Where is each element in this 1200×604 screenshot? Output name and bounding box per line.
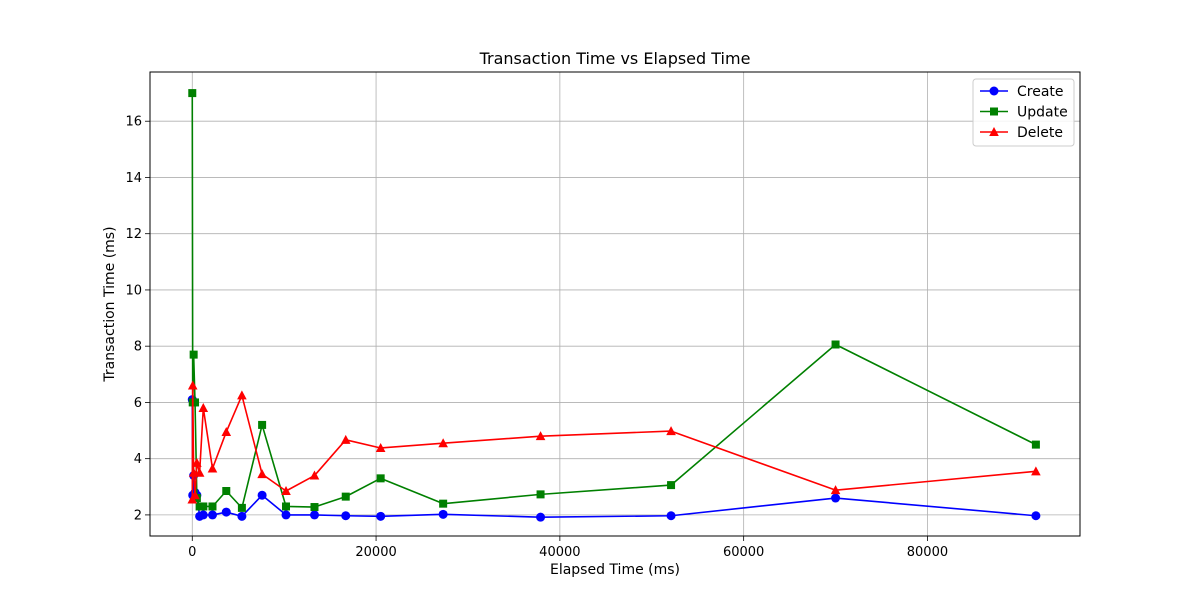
data-point-create [1031,511,1041,521]
chart-title: Transaction Time vs Elapsed Time [479,49,751,68]
data-point-create [438,509,448,519]
data-point-update [310,503,319,512]
y-tick-label: 10 [125,283,142,298]
data-point-delete [535,431,546,441]
data-point-delete [187,380,198,390]
legend-label-delete: Delete [1017,125,1063,141]
data-point-update [222,487,231,496]
series-update [188,89,1040,512]
legend-entry-update: Update [980,105,1068,121]
data-point-create [257,490,267,500]
legend-label-create: Create [1017,84,1064,100]
data-point-delete [194,467,205,477]
series-delete [187,380,1041,504]
legend-entry-create: Create [980,84,1064,100]
legend-marker-delete [989,127,999,136]
grid-lines [150,72,1080,536]
data-point-create [221,507,231,517]
data-point-update [189,350,198,359]
axis-ticks: 0 20000 40000 60000 80000 2 4 6 8 10 12 14 16 [125,115,948,560]
y-tick-label: 12 [125,227,142,242]
data-point-create [309,510,319,520]
data-point-update [341,492,350,501]
data-point-create [207,510,217,520]
y-tick-label: 4 [134,452,142,467]
y-tick-label: 14 [125,171,142,186]
data-point-update [1031,440,1040,449]
data-point-create [198,510,208,520]
data-point-delete [207,463,218,473]
series-line-delete [191,384,1036,500]
legend-items: Create Update Delete [980,84,1068,141]
x-tick-label: 0 [188,545,196,560]
legend-marker-update [990,107,998,116]
data-point-delete [309,470,320,480]
data-point-update [188,89,197,98]
legend: Create Update Delete [972,78,1075,147]
x-tick-label: 40000 [539,545,580,560]
data-point-create [666,511,676,521]
data-point-delete [257,469,267,479]
x-tick-label: 20000 [355,545,396,560]
data-point-update [667,481,676,490]
y-tick-label: 16 [125,115,142,130]
data-point-create [536,512,546,522]
data-point-update [831,340,840,349]
y-axis-label: Transaction Time (ms) [102,226,118,382]
data-point-delete [198,403,209,413]
data-point-delete [192,457,202,467]
x-tick-label: 60000 [723,545,764,560]
data-point-delete [438,438,448,448]
data-point-create [281,510,291,520]
data-point-delete [375,442,386,452]
data-point-update [258,420,267,429]
legend-marker-create [989,86,999,96]
data-point-update [282,502,291,511]
data-point-delete [1031,466,1041,476]
y-tick-label: 2 [134,508,142,523]
data-point-delete [237,390,247,400]
plot-frame [149,71,1081,537]
y-tick-label: 6 [134,396,142,411]
data-point-update [536,490,545,499]
data-point-create [831,493,841,503]
x-tick-label: 80000 [907,545,948,560]
y-tick-label: 8 [134,340,142,355]
data-point-delete [221,426,232,436]
data-point-create [237,511,247,521]
data-point-update [191,398,200,407]
data-point-update [439,499,448,508]
series-layer [187,89,1041,522]
data-point-update [376,474,385,483]
legend-box [972,78,1075,147]
data-point-delete [190,490,200,500]
legend-entry-delete: Delete [980,125,1063,141]
data-point-delete [340,434,351,444]
data-point-delete [830,485,841,495]
data-point-update [208,502,217,511]
data-point-update [237,503,246,512]
series-line-update [191,93,1037,509]
data-point-delete [666,426,676,436]
data-point-update [199,502,208,511]
data-point-delete [281,486,291,496]
legend-label-update: Update [1017,105,1068,121]
data-point-create [341,511,351,521]
x-axis-label: Elapsed Time (ms) [550,562,680,578]
data-point-create [376,511,386,521]
